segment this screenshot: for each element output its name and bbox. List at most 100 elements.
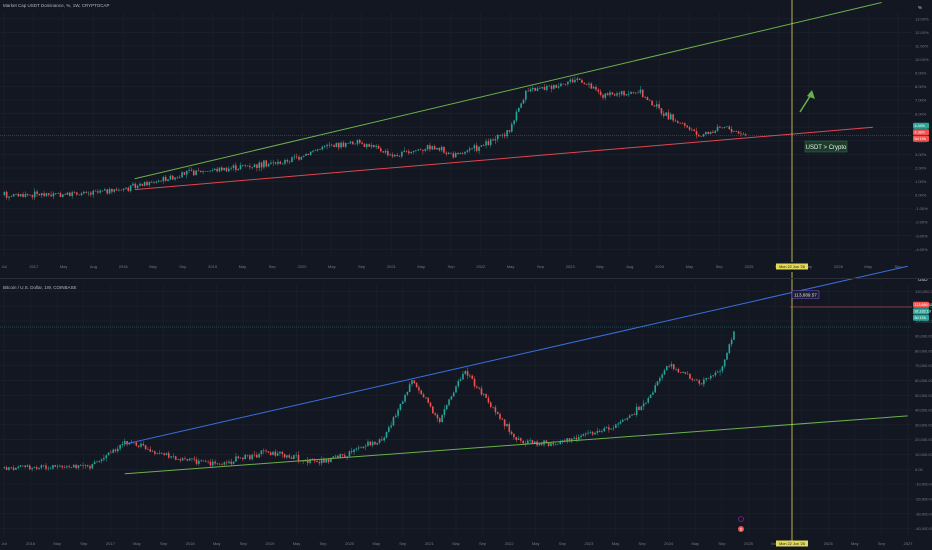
candle: [242, 165, 244, 166]
candle: [700, 383, 703, 385]
candle: [356, 139, 359, 144]
candle: [351, 141, 354, 145]
candle: [137, 445, 140, 447]
candle: [506, 423, 508, 427]
candle: [91, 464, 94, 469]
candle: [113, 189, 116, 192]
candle: [146, 181, 148, 186]
candle: [608, 427, 610, 430]
candle: [211, 461, 214, 466]
candle: [675, 369, 677, 370]
candle: [344, 455, 346, 457]
candle: [480, 145, 483, 147]
candle: [10, 196, 13, 197]
candle: [554, 444, 557, 445]
y-tick-label: -20,000.00: [915, 497, 932, 502]
candle: [399, 403, 402, 410]
btc-usd-pane[interactable]: 120,000.00110,000.00100,000.0090,000.008…: [0, 265, 932, 547]
y-tick-label: -3.00%: [915, 233, 928, 238]
candle: [29, 194, 31, 196]
candle: [205, 461, 207, 462]
candle: [204, 171, 207, 172]
candle: [469, 375, 471, 377]
candle: [73, 192, 76, 193]
usdt-dominance-pane[interactable]: 13.00% 12.00% 11.00% 10.00% 9.00% 8.00% 7.00% 6…: [0, 0, 929, 270]
candle: [267, 451, 270, 453]
candle: [618, 93, 621, 95]
candle: [529, 89, 532, 92]
x-tick-label: Sep: [447, 264, 455, 269]
event-marker: [738, 526, 744, 532]
price-label-bg: [913, 122, 929, 129]
candle: [190, 169, 193, 171]
x-tick-label: May: [851, 541, 859, 546]
candle: [445, 405, 448, 410]
candle: [31, 468, 33, 470]
candle: [262, 450, 265, 451]
candle: [128, 443, 131, 445]
candle: [323, 458, 325, 463]
x-tick-label: 2020: [298, 264, 308, 269]
candle: [639, 89, 642, 93]
candle: [77, 465, 80, 469]
candle: [232, 461, 235, 464]
candle: [174, 177, 176, 180]
candle: [374, 441, 376, 445]
candle: [33, 191, 36, 198]
candle: [97, 191, 99, 193]
candle: [297, 454, 300, 462]
candle: [171, 175, 174, 180]
candle: [522, 99, 525, 104]
candle: [422, 149, 424, 151]
candle: [230, 461, 233, 464]
candle: [426, 145, 429, 150]
candle: [57, 192, 59, 194]
candle: [621, 420, 624, 422]
annotation-box: [804, 140, 848, 153]
candle: [684, 123, 686, 126]
candle: [710, 375, 712, 379]
candle: [686, 373, 689, 375]
candle: [223, 167, 225, 171]
x-tick-label: May: [507, 264, 515, 269]
candle: [377, 145, 380, 149]
x-tick-label: May: [864, 264, 872, 269]
candle: [577, 437, 580, 440]
candle: [726, 126, 728, 128]
candle: [237, 169, 239, 170]
candle: [353, 449, 355, 453]
y-tick-label: 2.00%: [915, 165, 927, 170]
candle: [349, 141, 352, 144]
candle: [258, 162, 261, 169]
candle: [457, 153, 459, 154]
candle: [385, 431, 388, 438]
candle: [235, 456, 237, 462]
candle: [510, 431, 513, 434]
candle: [12, 194, 15, 197]
candle: [503, 419, 506, 427]
candle: [256, 164, 258, 169]
candle: [390, 425, 392, 428]
candle: [679, 372, 682, 373]
y-unit-label: %: [918, 5, 922, 10]
candle: [38, 193, 41, 196]
candle: [569, 79, 572, 82]
candle: [111, 188, 113, 192]
candle: [314, 150, 317, 151]
candle: [550, 85, 553, 89]
candle: [357, 447, 360, 449]
candle: [397, 409, 399, 416]
candle: [334, 455, 337, 457]
candle: [547, 442, 550, 446]
x-tick-label: Sep: [894, 264, 902, 269]
candle: [218, 167, 221, 172]
candle: [83, 191, 85, 194]
x-tick-label: May: [133, 541, 141, 546]
x-tick-label: May: [532, 541, 540, 546]
candle: [670, 114, 672, 120]
candle: [596, 431, 599, 433]
candle: [249, 165, 251, 168]
x-tick-label: 2022: [476, 264, 486, 269]
candle: [154, 451, 156, 454]
